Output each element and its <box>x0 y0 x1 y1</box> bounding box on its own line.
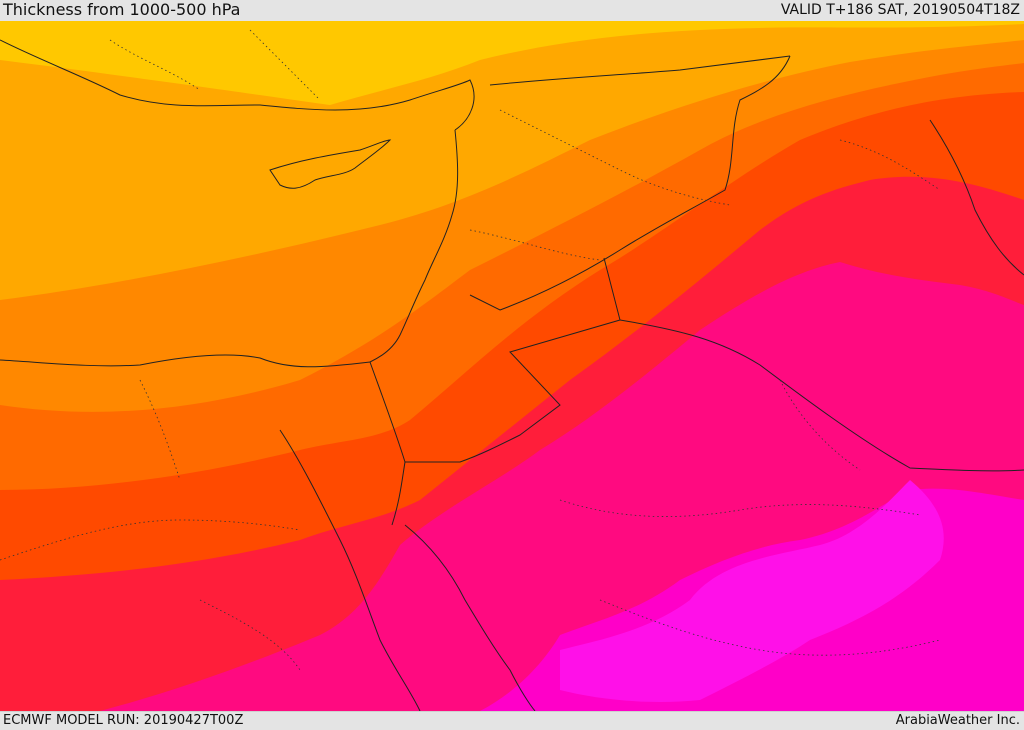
map-title: Thickness from 1000-500 hPa <box>3 0 241 19</box>
jordan-border <box>405 257 621 463</box>
gulf-coast <box>929 119 1024 276</box>
boundary-2 <box>249 29 321 101</box>
egypt-coast <box>0 354 371 368</box>
boundary-7 <box>559 499 921 517</box>
boundary-6 <box>0 519 301 561</box>
model-run-label: ECMWF MODEL RUN: 20190427T00Z <box>3 713 244 728</box>
internal-boundaries <box>0 29 941 671</box>
header-bar: Thickness from 1000-500 hPa VALID T+186 … <box>0 0 1024 22</box>
sinai-border <box>369 361 406 526</box>
iraq-border <box>469 55 791 311</box>
credit-label: ArabiaWeather Inc. <box>895 713 1020 728</box>
coastlines-borders <box>0 39 1024 711</box>
red-sea-east-coast <box>404 524 536 711</box>
cyprus-outline <box>269 139 392 189</box>
thickness-map <box>0 21 1024 711</box>
red-sea-west-coast <box>279 429 421 711</box>
valid-time-label: VALID T+186 SAT, 20190504T18Z <box>780 2 1020 18</box>
turkey-coast <box>0 39 475 131</box>
levant-coast <box>369 129 459 363</box>
saudi-iraq-border <box>619 319 1024 472</box>
boundary-11 <box>199 599 301 671</box>
boundary-5 <box>139 379 181 481</box>
map-canvas <box>0 21 1024 711</box>
band-9 <box>560 480 944 702</box>
boundary-8 <box>779 379 861 471</box>
footer-bar: ECMWF MODEL RUN: 20190427T00Z ArabiaWeat… <box>0 711 1024 730</box>
syria-iraq-border <box>489 55 791 86</box>
